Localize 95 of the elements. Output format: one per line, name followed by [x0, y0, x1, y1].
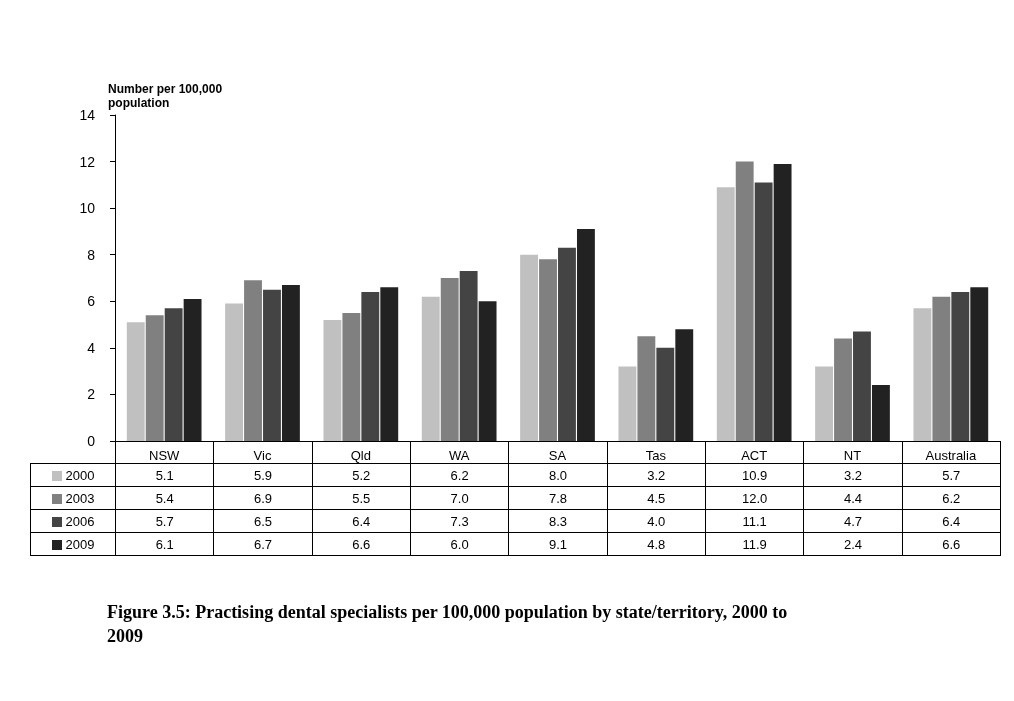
data-label: 9.1 [508, 532, 608, 556]
data-label: 6.1 [115, 532, 214, 556]
data-label: 5.9 [213, 463, 313, 487]
data-label: 8.0 [508, 463, 608, 487]
x-tick-label: NSW [148, 448, 181, 463]
data-label: 6.2 [410, 463, 509, 487]
bar [520, 254, 539, 441]
data-label: 7.8 [508, 486, 608, 510]
data-label: 5.5 [312, 486, 411, 510]
y-axis-title: Number per 100,000 population [108, 82, 224, 110]
bar [244, 280, 262, 441]
bar [754, 182, 773, 441]
data-label: 5.4 [115, 486, 214, 510]
data-label: 11.1 [705, 509, 804, 533]
y-tick-label: 2 [87, 386, 96, 403]
data-label: 5.2 [312, 463, 411, 487]
legend-label: 2000 [65, 467, 95, 483]
data-label: 12.0 [705, 486, 804, 510]
legend-label: 2003 [65, 490, 95, 506]
bar [263, 289, 281, 441]
data-label: 8.3 [508, 509, 608, 533]
data-label: 5.7 [115, 509, 214, 533]
y-tick-label: 6 [87, 293, 96, 310]
data-label: 6.0 [410, 532, 509, 556]
x-tick-label: Vic [253, 448, 272, 463]
data-label: 6.6 [312, 532, 411, 556]
y-tick-label: 8 [87, 246, 96, 263]
x-tick-label: Tas [645, 448, 667, 463]
x-tick-label: NT [843, 448, 862, 463]
data-label: 6.2 [902, 486, 1001, 510]
data-label: 5.1 [115, 463, 214, 487]
bar [380, 287, 399, 441]
bar [618, 366, 637, 441]
bar [735, 161, 754, 441]
bar [459, 271, 478, 441]
bar [478, 301, 497, 441]
x-tick-label: SA [548, 448, 567, 463]
data-label: 6.4 [902, 509, 1001, 533]
legend-label: 2006 [65, 513, 95, 529]
data-label: 6.6 [902, 532, 1001, 556]
bar [421, 296, 440, 441]
y-tick-label: 4 [87, 339, 96, 356]
data-label: 5.7 [902, 463, 1001, 487]
data-label: 6.9 [213, 486, 313, 510]
bar [183, 298, 202, 441]
bar [323, 319, 342, 441]
x-tick-label: ACT [741, 448, 768, 463]
bar [834, 338, 852, 441]
bar [126, 322, 145, 441]
x-tick-label: Australia [925, 448, 977, 463]
bar [871, 385, 890, 441]
bar [913, 308, 932, 441]
bar [361, 291, 380, 441]
data-label: 4.0 [607, 509, 706, 533]
data-label: 3.2 [803, 463, 903, 487]
data-label: 4.8 [607, 532, 706, 556]
bar [145, 315, 164, 441]
bar [773, 163, 792, 441]
bar [281, 284, 300, 441]
data-label: 11.9 [705, 532, 804, 556]
bar [637, 336, 656, 441]
bar [951, 291, 970, 441]
data-label: 4.4 [803, 486, 903, 510]
data-label: 4.5 [607, 486, 706, 510]
x-tick-label: WA [448, 448, 470, 463]
bar [853, 331, 871, 441]
bar [656, 347, 675, 441]
data-label: 7.0 [410, 486, 509, 510]
bar [440, 278, 459, 441]
bar [970, 287, 989, 441]
bar [675, 329, 694, 441]
bar [558, 247, 576, 441]
y-tick-label: 12 [79, 153, 96, 170]
y-tick-label: 14 [79, 107, 96, 123]
data-label: 6.7 [213, 532, 313, 556]
data-label: 6.4 [312, 509, 411, 533]
bar [932, 296, 951, 441]
bar [815, 366, 834, 441]
data-label: 2.4 [803, 532, 903, 556]
legend-label: 2009 [65, 536, 95, 552]
bar [716, 187, 735, 441]
x-tick-label: Qld [350, 448, 371, 463]
text: Figure 3.5: Practising dental specialists per 100,000 population by state/territory, 2000 to 2009 [107, 601, 789, 648]
y-tick-label: 10 [79, 200, 96, 217]
data-label: 7.3 [410, 509, 509, 533]
data-label: 10.9 [705, 463, 804, 487]
bar [342, 312, 361, 441]
data-label: 6.5 [213, 509, 313, 533]
bar [539, 259, 557, 441]
data-label: 4.7 [803, 509, 903, 533]
bar [576, 229, 595, 441]
data-label: 3.2 [607, 463, 706, 487]
bar [164, 308, 183, 441]
bar [225, 303, 244, 441]
y-tick-label: 0 [87, 433, 96, 449]
